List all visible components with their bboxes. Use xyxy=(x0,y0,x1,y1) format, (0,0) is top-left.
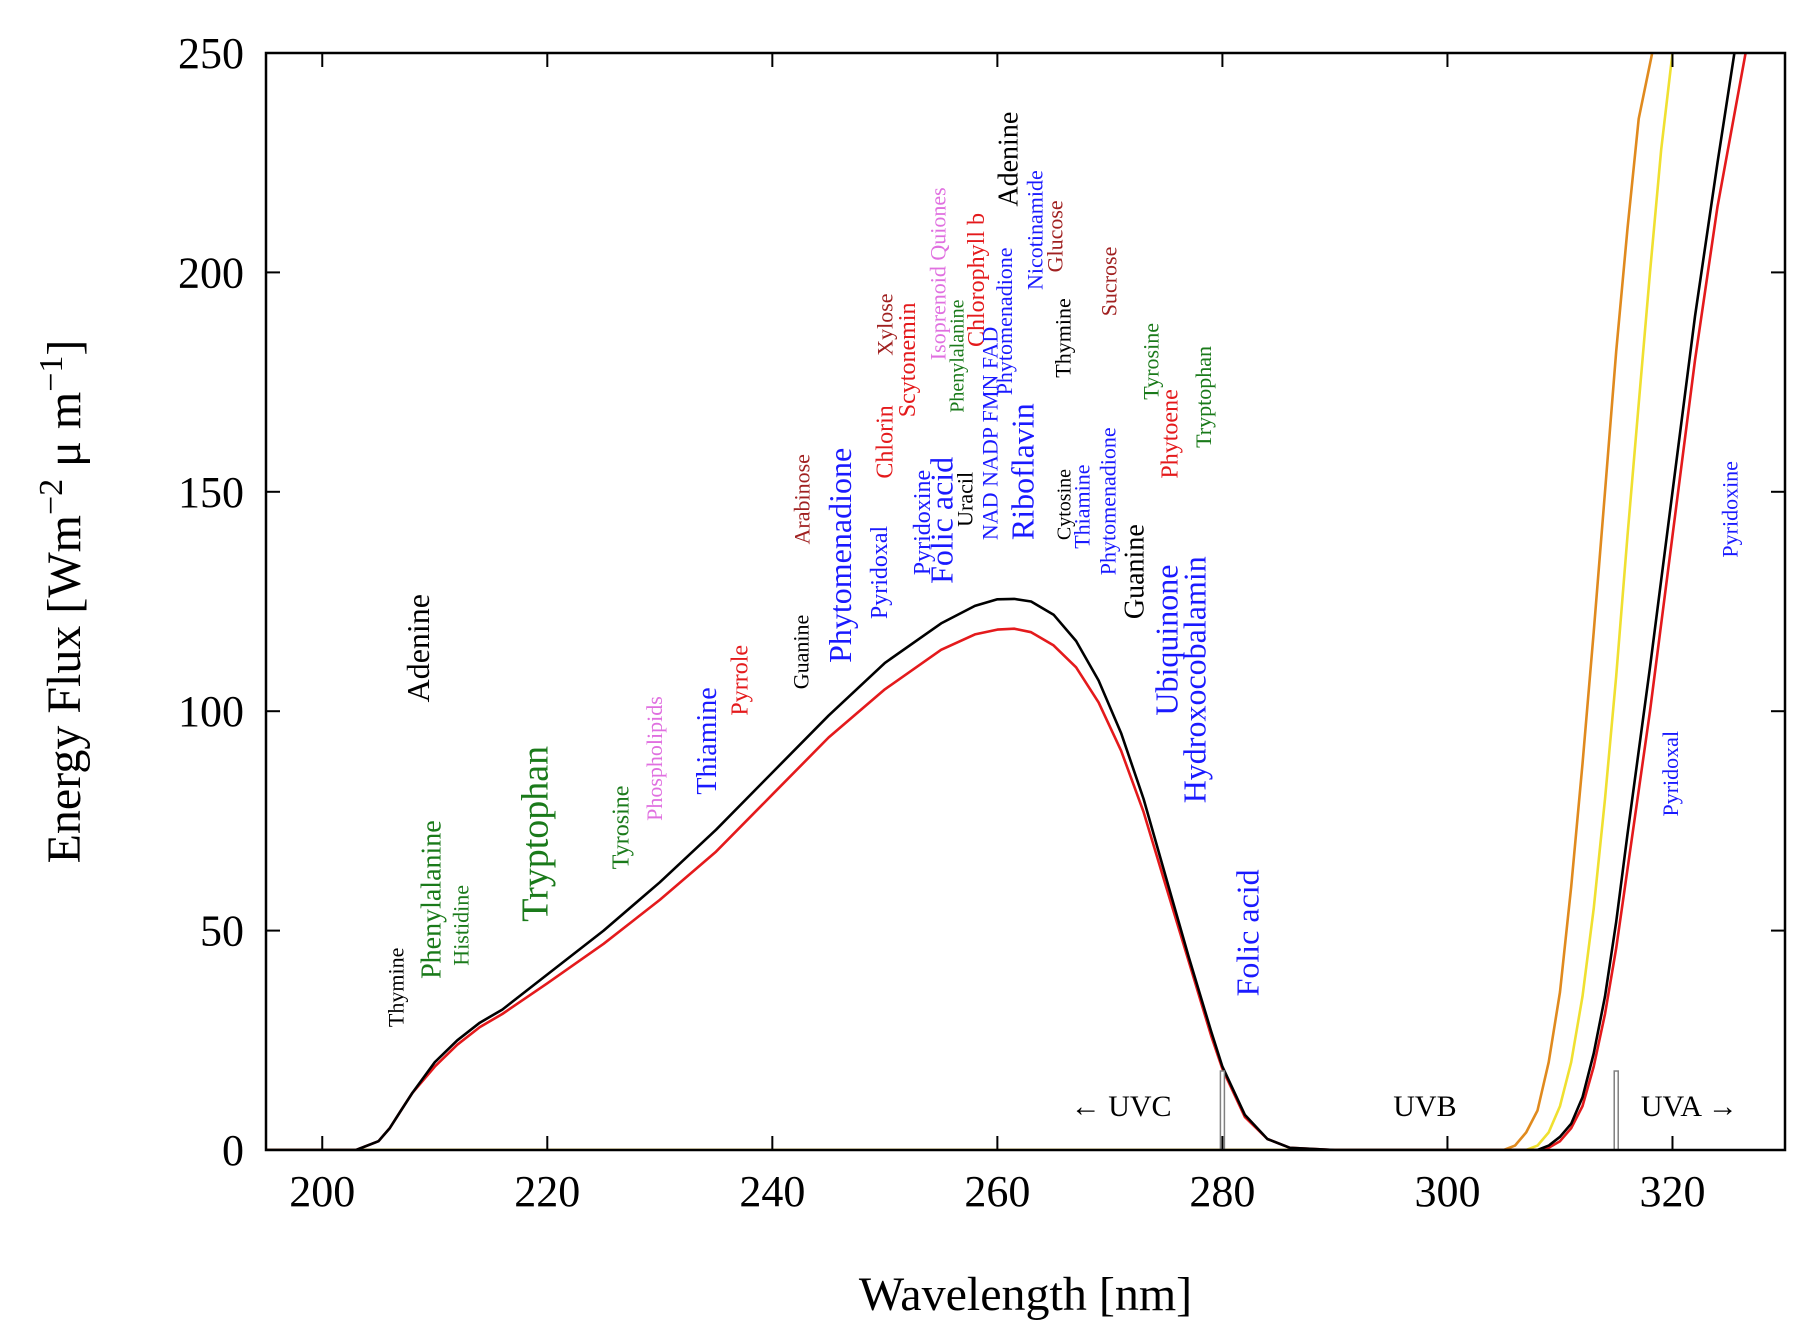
molecule-label: Cytosine xyxy=(1054,469,1076,540)
x-tick-label: 240 xyxy=(739,1167,805,1216)
molecule-label: Folic acid xyxy=(923,457,959,584)
molecule-label: Hydroxocobalamin xyxy=(1177,556,1213,803)
molecule-label: Glucose xyxy=(1043,200,1068,272)
molecule-label: Tyrosine xyxy=(608,786,634,870)
series-line xyxy=(266,53,1654,1150)
y-axis-ticks: 0 50 100 150 200 250 xyxy=(178,29,1785,1175)
x-tick-label: 200 xyxy=(289,1167,355,1216)
molecule-label: Xylose xyxy=(873,293,898,355)
x-tick-label: 260 xyxy=(964,1167,1030,1216)
molecule-label: Phenylalanine xyxy=(947,299,969,412)
series-line xyxy=(266,53,1736,1150)
molecule-label: Thymine xyxy=(1051,298,1076,377)
molecule-label: Phospholipids xyxy=(642,696,667,821)
x-tick-label: 220 xyxy=(514,1167,580,1216)
y-axis-title: Energy Flux [Wm−2 μ m−1] xyxy=(33,340,91,864)
molecule-label: Pyridoxine xyxy=(1718,461,1743,558)
molecule-label: Guanine xyxy=(788,615,813,690)
molecule-label: Uracil xyxy=(953,472,978,527)
molecule-label: Tryptophan xyxy=(1191,346,1216,448)
series-line xyxy=(266,53,1747,1150)
molecule-label: Chlorophyll b xyxy=(964,213,990,347)
molecule-label: Riboflavin xyxy=(1004,403,1040,540)
molecule-label: Thiamine xyxy=(692,687,723,794)
uv-region-label: UVA → xyxy=(1641,1090,1738,1123)
y-tick-label: 150 xyxy=(178,468,244,517)
molecule-label: Thiamine xyxy=(1070,464,1095,548)
molecule-label: Adenine xyxy=(994,112,1025,207)
molecule-label: Scytonemin xyxy=(895,303,921,418)
molecule-label: Nicotinamide xyxy=(1022,170,1047,290)
region-boundary-marker xyxy=(1613,1070,1619,1151)
x-tick-label: 320 xyxy=(1639,1167,1705,1216)
x-tick-label: 280 xyxy=(1189,1167,1255,1216)
y-axis-title-end: ] xyxy=(38,340,91,356)
uv-region-label: UVB xyxy=(1393,1090,1456,1123)
molecule-label: Phenylalanine xyxy=(416,820,447,979)
molecule-label: Phytomenadione xyxy=(1096,427,1121,575)
molecule-label: Arabinose xyxy=(790,454,815,544)
x-axis-ticks: 200 220 240 260 280 300 320 xyxy=(289,53,1705,1216)
molecule-label: Tryptophan xyxy=(514,746,556,922)
molecule-label: Pyridoxal xyxy=(1658,731,1683,817)
molecule-label: Phytomenadione xyxy=(992,247,1017,395)
y-tick-label: 100 xyxy=(178,687,244,736)
series-group xyxy=(266,53,1747,1150)
molecule-label: Phytomenadione xyxy=(822,448,858,663)
molecule-label: Guanine xyxy=(1120,524,1151,619)
molecule-label: Histidine xyxy=(449,885,474,966)
molecule-label: NAD NADP FMN FAD xyxy=(977,327,1002,540)
molecule-label: Adenine xyxy=(400,594,436,702)
molecule-label: Isoprenoid Quiones xyxy=(926,187,951,360)
uv-region-labels: ← UVC UVB UVA → xyxy=(1071,1090,1738,1123)
y-axis-title-sup1: −2 xyxy=(33,479,70,515)
plot-frame xyxy=(264,51,1787,1152)
molecule-label: Pyridoxine xyxy=(910,470,936,575)
molecule-label: Ubiquinone xyxy=(1148,565,1184,716)
y-axis-title-sup2: −1 xyxy=(33,356,70,392)
x-tick-label: 300 xyxy=(1414,1167,1480,1216)
y-tick-label: 250 xyxy=(178,29,244,78)
y-tick-label: 0 xyxy=(222,1126,244,1175)
uv-region-label: ← UVC xyxy=(1071,1090,1172,1123)
molecule-label: Pyridoxal xyxy=(867,525,893,619)
molecule-label: Sucrose xyxy=(1097,247,1122,317)
x-axis-title: Wavelength [nm] xyxy=(859,1268,1192,1321)
y-tick-label: 200 xyxy=(178,248,244,297)
molecule-label: Folic acid xyxy=(1229,869,1265,996)
molecule-label: Chlorin xyxy=(873,405,899,478)
molecule-label: Thymine xyxy=(383,948,408,1027)
series-line xyxy=(266,53,1674,1150)
molecule-label: Pyrrole xyxy=(728,645,754,716)
y-axis-title-main: Energy Flux [Wm xyxy=(38,515,91,863)
y-tick-label: 50 xyxy=(200,907,244,956)
molecule-label: Tyrosine xyxy=(1138,323,1163,400)
molecule-label: Phytoene xyxy=(1157,389,1183,478)
y-axis-title-mid: μ m xyxy=(38,392,91,479)
